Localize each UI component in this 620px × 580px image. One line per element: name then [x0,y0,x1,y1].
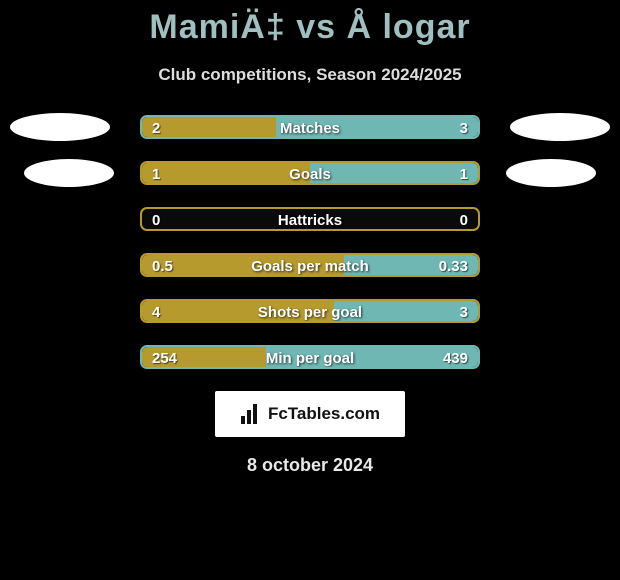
stat-value-right: 0 [460,209,468,231]
stat-value-right: 0.33 [439,255,468,277]
stat-bar: 0.50.33Goals per match [140,253,480,277]
stat-row: 0.50.33Goals per match [0,253,620,277]
stats-container: 23Matches11Goals00Hattricks0.50.33Goals … [0,115,620,369]
stat-value-left: 254 [152,347,177,369]
stat-value-right: 3 [460,117,468,139]
stat-value-right: 439 [443,347,468,369]
bar-fill-left [142,163,310,183]
stat-row: 0 0Hattricks [0,207,620,231]
stat-bar: 23Matches [140,115,480,139]
bar-fill-right [310,163,478,183]
stat-bar: 11Goals [140,161,480,185]
bar-fill-right [276,117,478,137]
stat-label: Hattricks [142,209,478,231]
player-badge-left [10,113,110,141]
stat-row: 11Goals [0,161,620,185]
player-badge-left [24,159,114,187]
stat-bar: 0 0Hattricks [140,207,480,231]
bar-fill-left [142,301,334,321]
stat-value-left: 4 [152,301,160,323]
stat-bar: 254439Min per goal [140,345,480,369]
stat-value-right: 1 [460,163,468,185]
stat-row: 254439Min per goal [0,345,620,369]
bar-fill-right [334,301,478,321]
stat-value-left: 0 [152,209,160,231]
page-title: MamiÄ‡ vs Å logar [0,0,620,47]
player-badge-right [510,113,610,141]
bar-fill-left [142,117,276,137]
bar-chart-icon [240,404,262,424]
stat-row: 43Shots per goal [0,299,620,323]
stat-row: 23Matches [0,115,620,139]
player-badge-right [506,159,596,187]
stat-value-right: 3 [460,301,468,323]
site-logo: FcTables.com [215,391,405,437]
logo-text: FcTables.com [268,404,380,424]
stat-value-left: 0.5 [152,255,173,277]
stat-value-left: 2 [152,117,160,139]
subtitle: Club competitions, Season 2024/2025 [0,65,620,85]
date-text: 8 october 2024 [0,455,620,476]
stat-bar: 43Shots per goal [140,299,480,323]
stat-value-left: 1 [152,163,160,185]
